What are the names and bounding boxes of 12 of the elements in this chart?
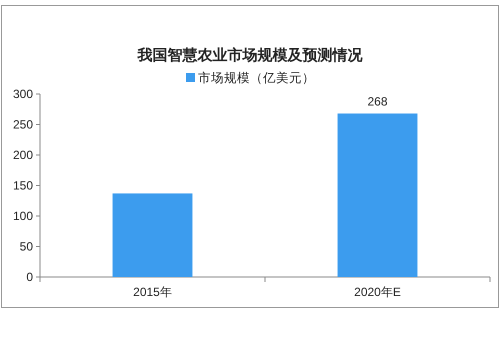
y-tick-label: 150	[12, 178, 34, 192]
y-tick-label: 0	[26, 270, 34, 284]
x-tick-label: 2020年E	[354, 285, 401, 299]
y-tick-label: 100	[12, 209, 34, 223]
y-tick-label: 250	[12, 118, 34, 132]
data-label: 268	[367, 94, 388, 109]
chart-title: 我国智慧农业市场规模及预测情况	[136, 46, 364, 64]
legend-label: 市场规模（亿美元）	[198, 70, 315, 85]
x-tick-label: 2015年	[133, 285, 172, 299]
y-tick-label: 200	[12, 148, 34, 162]
y-tick-label: 50	[20, 240, 34, 254]
y-tick-label: 300	[12, 87, 34, 101]
